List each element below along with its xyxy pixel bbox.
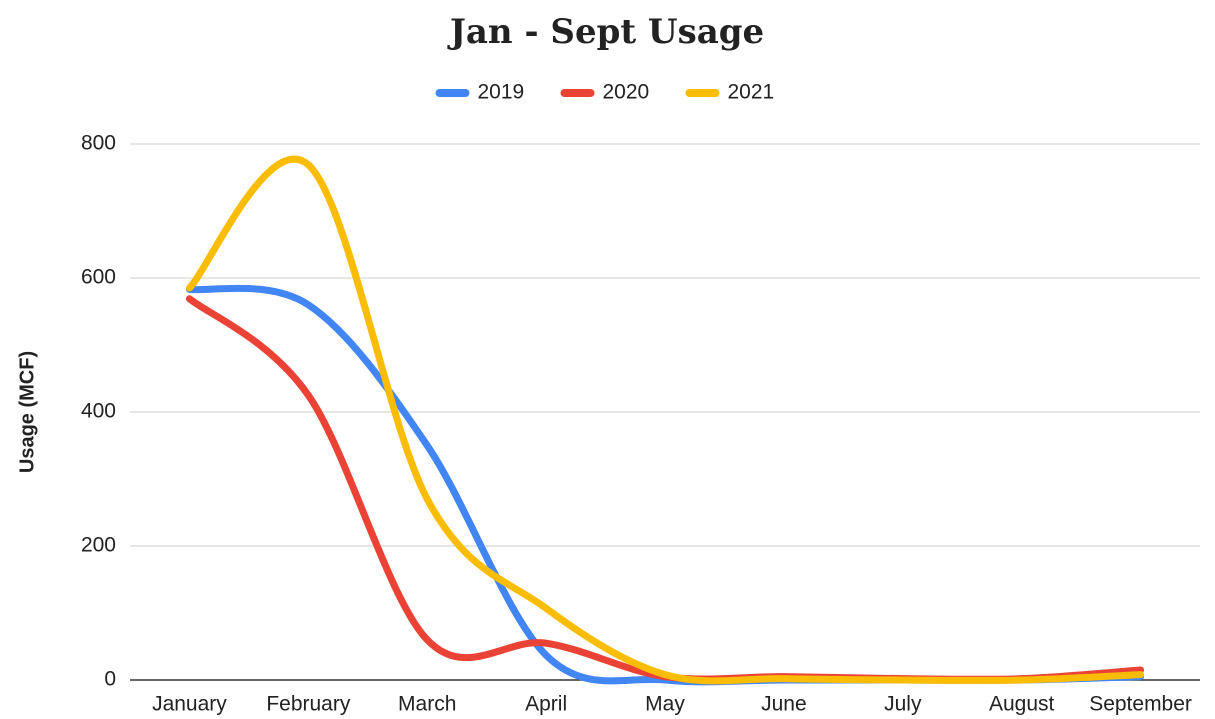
x-tick-label: February	[266, 693, 351, 716]
chart-title: Jan - Sept Usage	[447, 12, 764, 52]
y-tick-label: 0	[104, 668, 116, 691]
x-tick-label: March	[398, 693, 456, 716]
y-tick-label: 200	[81, 534, 116, 557]
x-tick-label: August	[989, 693, 1055, 716]
y-axis-label: Usage (MCF)	[16, 351, 38, 473]
x-tick-label: January	[152, 693, 227, 716]
series-line	[185, 295, 1145, 683]
x-tick-label: May	[645, 693, 685, 716]
y-tick-label: 400	[81, 400, 116, 423]
legend-label: 2021	[728, 81, 775, 104]
series-line	[185, 284, 1145, 686]
x-tick-label: September	[1089, 693, 1192, 716]
x-tick-label: April	[525, 693, 567, 716]
legend-label: 2020	[603, 81, 650, 104]
series-line	[185, 155, 1145, 685]
y-tick-label: 800	[81, 132, 116, 155]
x-tick-label: June	[761, 693, 807, 716]
legend-label: 2019	[478, 81, 525, 104]
y-tick-label: 600	[81, 266, 116, 289]
x-tick-label: July	[884, 693, 922, 716]
